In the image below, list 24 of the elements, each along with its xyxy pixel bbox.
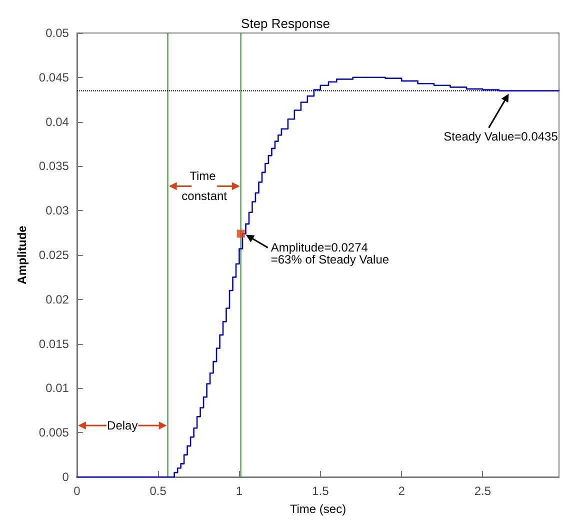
annotation: Delay bbox=[107, 418, 138, 432]
x-tick-label: 1.5 bbox=[312, 484, 330, 498]
y-tick-label: 0.05 bbox=[46, 26, 70, 40]
x-axis-title: Time (sec) bbox=[290, 502, 346, 516]
y-tick-label: 0.03 bbox=[46, 204, 70, 218]
x-tick-label: 0.5 bbox=[150, 484, 167, 498]
y-tick-label: 0.035 bbox=[38, 159, 70, 174]
x-tick-label: 1 bbox=[236, 484, 243, 498]
y-tick-label: 0.045 bbox=[38, 70, 70, 84]
y-tick-label: 0 bbox=[62, 470, 70, 484]
y-tick-label: 0.025 bbox=[38, 248, 70, 262]
x-tick-label: 2.5 bbox=[474, 484, 492, 498]
y-tick-label: 0.04 bbox=[46, 114, 70, 129]
annotation: Time constant bbox=[182, 169, 228, 204]
annotation: Amplitude=0.0274 =63% of Steady Value bbox=[270, 240, 390, 267]
y-tick-label: 0.01 bbox=[46, 381, 70, 396]
x-tick-label: 0 bbox=[74, 484, 81, 498]
y-tick-label: 0.005 bbox=[38, 426, 70, 440]
y-axis-title: Amplitude bbox=[15, 225, 29, 284]
chart-title: Step Response bbox=[241, 16, 330, 31]
annotation: Steady Value=0.0435 bbox=[444, 130, 558, 144]
x-tick-label: 2 bbox=[398, 484, 406, 498]
y-tick-label: 0.02 bbox=[46, 292, 70, 306]
y-tick-label: 0.015 bbox=[38, 336, 70, 351]
